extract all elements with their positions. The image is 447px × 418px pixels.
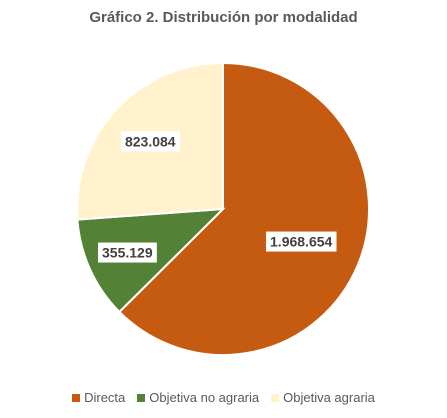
legend-swatch: [137, 393, 146, 402]
legend-item-objetiva-no-agraria: Objetiva no agraria: [137, 390, 259, 405]
svg-text:1.968.654: 1.968.654: [270, 234, 332, 250]
legend-label: Objetiva agraria: [283, 390, 375, 405]
legend-label: Directa: [84, 390, 126, 405]
legend-item-objetiva-agraria: Objetiva agraria: [271, 390, 375, 405]
legend-item-directa: Directa: [72, 390, 125, 405]
legend-swatch: [72, 393, 81, 402]
legend-label: Objetiva no agraria: [149, 390, 260, 405]
data-label-objetiva-agraria: 823.084: [120, 131, 180, 152]
data-label-objetiva-no-agraria: 355.129: [98, 242, 157, 263]
data-label-directa: 1.968.654: [266, 231, 337, 252]
svg-text:355.129: 355.129: [102, 245, 153, 261]
legend: Directa Objetiva no agraria Objetiva agrar…: [0, 390, 447, 405]
pie-slice-directa: [117, 61, 370, 356]
svg-text:823.084: 823.084: [125, 133, 176, 149]
chart-title: Gráfico 2. Distribución por modalidad: [89, 9, 358, 26]
legend-swatch: [271, 393, 280, 402]
